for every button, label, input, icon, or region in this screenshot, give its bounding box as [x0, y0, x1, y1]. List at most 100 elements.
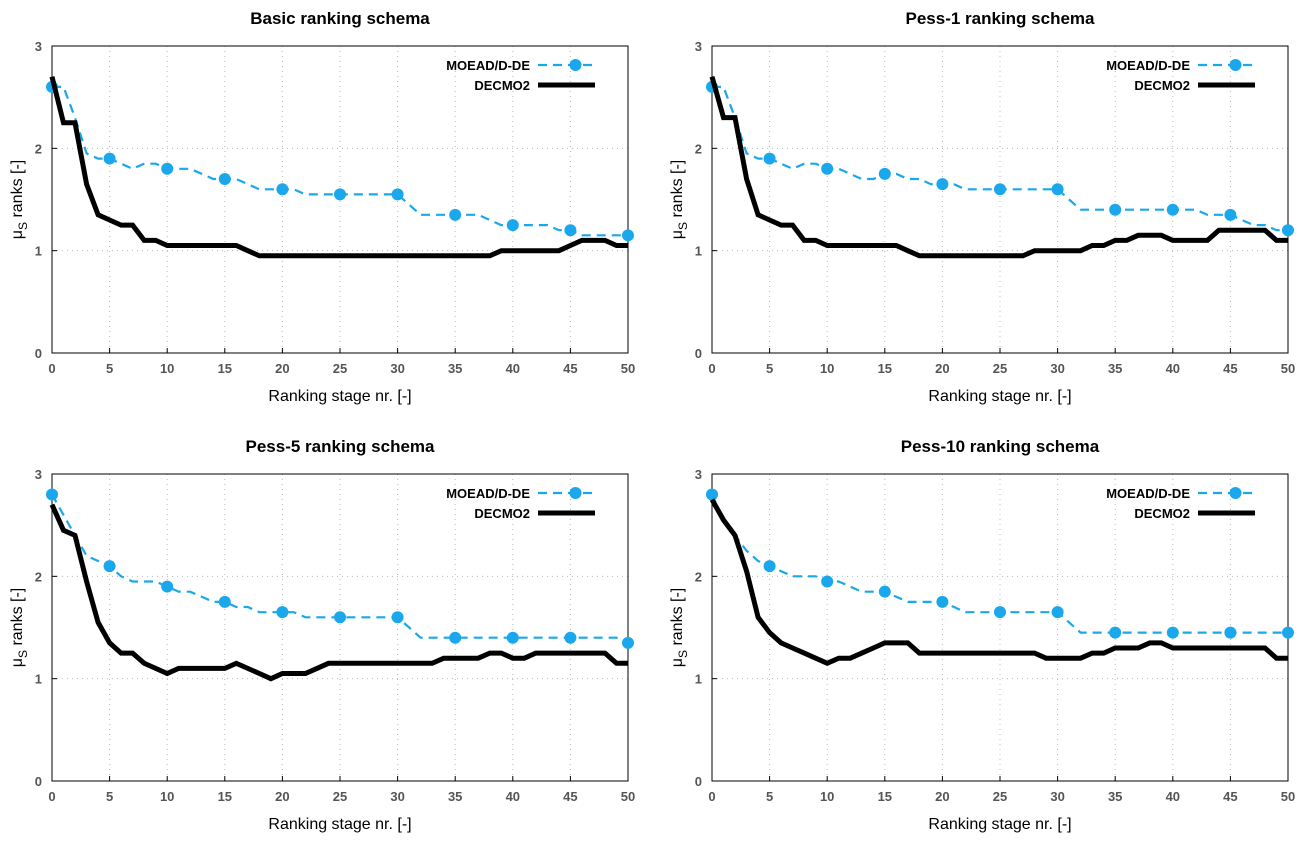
data-point-moead: [622, 229, 634, 242]
legend-label-moead: MOEAD/D-DE: [446, 58, 530, 73]
data-point-moead: [1109, 203, 1122, 216]
y-axis-label: μS ranks [-]: [669, 160, 690, 239]
legend-label-moead: MOEAD/D-DE: [446, 486, 530, 501]
data-point-moead: [276, 606, 289, 619]
x-tick-label: 50: [1281, 361, 1295, 376]
x-tick-label: 25: [333, 789, 347, 804]
data-point-moead: [1282, 626, 1294, 639]
x-tick-label: 15: [218, 789, 232, 804]
series-line-decmo2: [709, 76, 1288, 259]
data-point-moead: [878, 167, 891, 180]
data-point-moead: [564, 224, 577, 237]
data-point-moead: [878, 585, 891, 598]
x-tick-label: 30: [1050, 361, 1064, 376]
x-tick-label: 50: [621, 361, 635, 376]
y-tick-label: 0: [695, 346, 702, 361]
x-tick-label: 25: [993, 361, 1007, 376]
y-tick-label: 1: [695, 244, 702, 259]
data-point-moead: [1224, 626, 1237, 639]
data-point-moead: [334, 611, 346, 624]
data-point-moead: [821, 575, 834, 588]
y-axis-label: μS ranks [-]: [669, 588, 690, 667]
data-point-moead: [391, 611, 404, 624]
legend-label-moead: MOEAD/D-DE: [1106, 486, 1190, 501]
x-tick-label: 5: [106, 361, 113, 376]
data-point-moead: [1109, 626, 1122, 639]
y-tick-label: 2: [695, 141, 702, 156]
legend-label-decmo2: DECMO2: [474, 78, 530, 93]
legend-marker-moead: [569, 59, 582, 71]
x-axis-label: Ranking stage nr. [-]: [928, 816, 1071, 833]
data-point-moead: [763, 560, 776, 573]
legend-marker-moead: [1229, 59, 1242, 71]
y-tick-label: 2: [35, 569, 42, 584]
data-point-moead: [1166, 203, 1179, 216]
x-tick-label: 10: [820, 789, 834, 804]
series-line-decmo2: [49, 76, 628, 259]
y-axis-label-subscript: S: [676, 222, 690, 230]
data-point-moead: [103, 560, 116, 573]
y-axis-label-text: ranks [-]: [669, 588, 686, 650]
y-tick-label: 0: [35, 774, 42, 789]
series-line-moead: [712, 85, 1288, 232]
y-tick-label: 1: [35, 672, 42, 687]
chart-title: Pess-5 ranking schema: [246, 437, 436, 456]
legend-marker-moead: [569, 487, 582, 499]
data-point-moead: [994, 183, 1006, 196]
x-axis-label: Ranking stage nr. [-]: [268, 388, 411, 405]
x-tick-label: 35: [1108, 361, 1122, 376]
data-point-moead: [46, 488, 58, 501]
y-axis-label-text: ranks [-]: [9, 160, 26, 222]
x-tick-label: 5: [766, 789, 773, 804]
x-tick-label: 35: [1108, 789, 1122, 804]
legend: MOEAD/D-DE DECMO2: [446, 486, 595, 521]
legend-label-decmo2: DECMO2: [474, 506, 530, 521]
data-point-moead: [276, 183, 289, 196]
data-point-moead: [103, 152, 116, 165]
y-tick-label: 0: [695, 774, 702, 789]
y-tick-label: 3: [35, 467, 42, 482]
x-tick-label: 0: [708, 361, 715, 376]
x-axis-label: Ranking stage nr. [-]: [928, 388, 1071, 405]
legend-marker-moead: [1229, 487, 1242, 499]
data-point-moead: [218, 173, 231, 186]
legend: MOEAD/D-DE DECMO2: [1106, 486, 1255, 521]
y-tick-label: 0: [35, 346, 42, 361]
data-point-moead: [622, 636, 634, 649]
data-point-moead: [506, 219, 519, 232]
data-point-moead: [1282, 224, 1294, 237]
x-tick-label: 0: [48, 789, 55, 804]
x-tick-label: 30: [1050, 789, 1064, 804]
x-tick-label: 15: [218, 361, 232, 376]
y-tick-label: 1: [35, 244, 42, 259]
x-tick-label: 40: [1166, 789, 1180, 804]
chart-title: Basic ranking schema: [250, 9, 430, 28]
data-point-moead: [564, 631, 577, 644]
y-axis-label-subscript: S: [16, 650, 30, 658]
x-tick-label: 20: [275, 361, 289, 376]
x-tick-label: 5: [766, 361, 773, 376]
x-tick-label: 15: [878, 361, 892, 376]
y-tick-label: 2: [695, 569, 702, 584]
x-tick-label: 10: [160, 789, 174, 804]
x-tick-label: 45: [563, 361, 577, 376]
data-point-moead: [449, 631, 462, 644]
y-axis-label-symbol: μ: [9, 230, 26, 239]
data-point-moead: [391, 188, 404, 201]
data-point-moead: [1224, 208, 1237, 221]
data-point-moead: [1051, 606, 1064, 619]
x-tick-label: 40: [506, 789, 520, 804]
x-tick-label: 25: [993, 789, 1007, 804]
x-tick-label: 30: [390, 789, 404, 804]
legend-label-decmo2: DECMO2: [1134, 78, 1190, 93]
y-axis-label-subscript: S: [676, 650, 690, 658]
x-tick-label: 50: [1281, 789, 1295, 804]
x-tick-label: 0: [708, 789, 715, 804]
data-point-moead: [936, 595, 949, 608]
data-point-moead: [821, 162, 834, 175]
x-tick-label: 10: [820, 361, 834, 376]
legend: MOEAD/D-DE DECMO2: [1106, 58, 1255, 93]
